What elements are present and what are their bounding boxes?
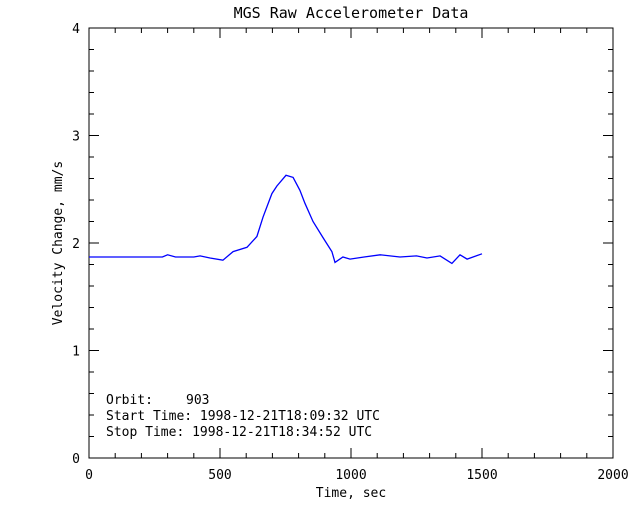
x-tick-label: 0 <box>85 468 93 483</box>
y-tick-label: 3 <box>72 130 80 145</box>
y-tick-label: 2 <box>72 237 80 252</box>
orbit-label: Orbit: <box>106 393 153 408</box>
x-tick-label: 1500 <box>466 468 497 483</box>
y-tick-label: 4 <box>72 22 80 37</box>
x-axis-label: Time, sec <box>316 486 386 501</box>
y-tick-label: 0 <box>72 452 80 467</box>
axis-ticks <box>88 27 614 459</box>
plot-frame <box>88 27 614 459</box>
stop-time: Stop Time: 1998-12-21T18:34:52 UTC <box>106 425 372 440</box>
x-tick-label: 500 <box>208 468 231 483</box>
orbit-value: 903 <box>186 393 209 408</box>
x-tick-label: 2000 <box>597 468 628 483</box>
x-tick-label: 1000 <box>335 468 366 483</box>
y-tick-label: 1 <box>72 345 80 360</box>
y-axis-label: Velocity Change, mm/s <box>51 161 66 325</box>
chart-title: MGS Raw Accelerometer Data <box>234 4 469 22</box>
series-line <box>89 174 483 265</box>
start-time: Start Time: 1998-12-21T18:09:32 UTC <box>106 409 380 424</box>
tick-labels: 0 500 1000 1500 2000 0 1 2 3 4 <box>72 22 628 483</box>
